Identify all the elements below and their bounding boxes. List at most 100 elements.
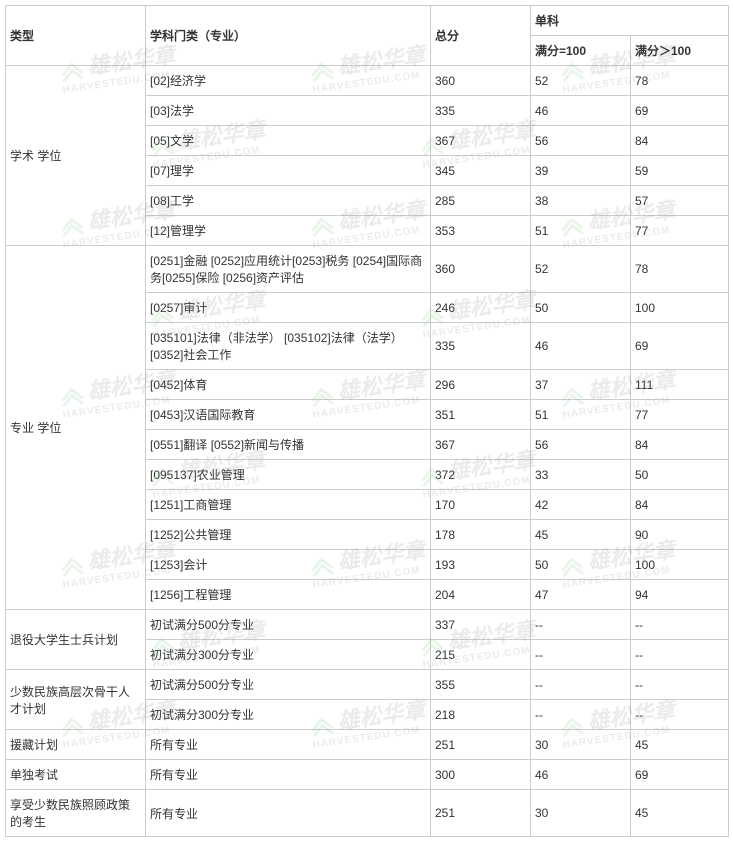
cell-score-gt100: --: [631, 640, 729, 670]
header-score-gt100: 满分＞100: [631, 36, 729, 66]
cell-score-eq100: 52: [531, 66, 631, 96]
header-total: 总分: [431, 6, 531, 66]
table-row: 专业 学位[0251]金融 [0252]应用统计[0253]税务 [0254]国…: [6, 246, 729, 293]
cell-score-eq100: 56: [531, 430, 631, 460]
cell-score-eq100: 46: [531, 760, 631, 790]
cell-score-gt100: 77: [631, 400, 729, 430]
cell-score-gt100: 59: [631, 156, 729, 186]
cell-total: 193: [431, 550, 531, 580]
header-row-1: 类型 学科门类（专业） 总分 单科: [6, 6, 729, 36]
cell-score-eq100: 46: [531, 323, 631, 370]
cell-score-eq100: 50: [531, 550, 631, 580]
cell-score-eq100: 50: [531, 293, 631, 323]
cell-total: 251: [431, 790, 531, 837]
table-row: 单独考试所有专业3004669: [6, 760, 729, 790]
cell-score-eq100: 42: [531, 490, 631, 520]
cell-subject: [1256]工程管理: [146, 580, 431, 610]
cell-subject: 所有专业: [146, 760, 431, 790]
table-row: 援藏计划所有专业2513045: [6, 730, 729, 760]
cell-subject: [0453]汉语国际教育: [146, 400, 431, 430]
cell-total: 204: [431, 580, 531, 610]
cell-total: 367: [431, 126, 531, 156]
cell-type: 援藏计划: [6, 730, 146, 760]
header-score-eq100: 满分=100: [531, 36, 631, 66]
cell-subject: 所有专业: [146, 790, 431, 837]
cell-subject: [0251]金融 [0252]应用统计[0253]税务 [0254]国际商务[0…: [146, 246, 431, 293]
cell-score-gt100: --: [631, 610, 729, 640]
cell-score-eq100: 51: [531, 216, 631, 246]
score-table: 类型 学科门类（专业） 总分 单科 满分=100 满分＞100 学术 学位[02…: [5, 5, 729, 837]
cell-total: 345: [431, 156, 531, 186]
cell-score-eq100: 30: [531, 790, 631, 837]
cell-total: 170: [431, 490, 531, 520]
header-type: 类型: [6, 6, 146, 66]
cell-total: 215: [431, 640, 531, 670]
cell-score-gt100: 45: [631, 790, 729, 837]
cell-subject: [0551]翻译 [0552]新闻与传播: [146, 430, 431, 460]
cell-total: 360: [431, 66, 531, 96]
cell-score-gt100: 111: [631, 370, 729, 400]
cell-total: 285: [431, 186, 531, 216]
cell-subject: [1251]工商管理: [146, 490, 431, 520]
cell-score-gt100: 77: [631, 216, 729, 246]
cell-subject: 初试满分500分专业: [146, 610, 431, 640]
cell-score-eq100: 37: [531, 370, 631, 400]
cell-score-eq100: --: [531, 670, 631, 700]
cell-subject: [0452]体育: [146, 370, 431, 400]
cell-total: 372: [431, 460, 531, 490]
table-body: 学术 学位[02]经济学3605278[03]法学3354669[05]文学36…: [6, 66, 729, 837]
cell-type: 享受少数民族照顾政策的考生: [6, 790, 146, 837]
cell-subject: 所有专业: [146, 730, 431, 760]
cell-score-gt100: 69: [631, 96, 729, 126]
cell-subject: [1253]会计: [146, 550, 431, 580]
cell-score-gt100: 69: [631, 323, 729, 370]
header-single: 单科: [531, 6, 729, 36]
cell-score-gt100: 57: [631, 186, 729, 216]
cell-total: 355: [431, 670, 531, 700]
cell-score-eq100: --: [531, 640, 631, 670]
cell-total: 335: [431, 96, 531, 126]
cell-score-gt100: --: [631, 700, 729, 730]
cell-total: 218: [431, 700, 531, 730]
cell-score-gt100: 90: [631, 520, 729, 550]
cell-score-eq100: 51: [531, 400, 631, 430]
cell-score-eq100: 46: [531, 96, 631, 126]
cell-type: 退役大学生士兵计划: [6, 610, 146, 670]
cell-subject: [095137]农业管理: [146, 460, 431, 490]
cell-total: 335: [431, 323, 531, 370]
table-row: 享受少数民族照顾政策的考生所有专业2513045: [6, 790, 729, 837]
cell-score-gt100: 78: [631, 246, 729, 293]
cell-total: 353: [431, 216, 531, 246]
cell-subject: [1252]公共管理: [146, 520, 431, 550]
table-row: 退役大学生士兵计划初试满分500分专业337----: [6, 610, 729, 640]
cell-score-gt100: 84: [631, 490, 729, 520]
cell-total: 360: [431, 246, 531, 293]
cell-subject: [0257]审计: [146, 293, 431, 323]
cell-score-eq100: 47: [531, 580, 631, 610]
cell-subject: 初试满分300分专业: [146, 640, 431, 670]
table-row: 少数民族高层次骨干人才计划初试满分500分专业355----: [6, 670, 729, 700]
cell-subject: [035101]法律（非法学） [035102]法律（法学）[0352]社会工作: [146, 323, 431, 370]
cell-subject: [07]理学: [146, 156, 431, 186]
header-subject: 学科门类（专业）: [146, 6, 431, 66]
cell-total: 296: [431, 370, 531, 400]
cell-score-gt100: --: [631, 670, 729, 700]
cell-score-gt100: 100: [631, 293, 729, 323]
cell-total: 367: [431, 430, 531, 460]
cell-subject: [03]法学: [146, 96, 431, 126]
cell-type: 少数民族高层次骨干人才计划: [6, 670, 146, 730]
cell-subject: 初试满分500分专业: [146, 670, 431, 700]
cell-score-eq100: 45: [531, 520, 631, 550]
cell-type: 单独考试: [6, 760, 146, 790]
cell-total: 351: [431, 400, 531, 430]
cell-score-gt100: 100: [631, 550, 729, 580]
cell-score-gt100: 78: [631, 66, 729, 96]
cell-score-gt100: 45: [631, 730, 729, 760]
cell-score-eq100: --: [531, 700, 631, 730]
cell-total: 300: [431, 760, 531, 790]
cell-subject: 初试满分300分专业: [146, 700, 431, 730]
cell-score-eq100: 30: [531, 730, 631, 760]
cell-score-eq100: 56: [531, 126, 631, 156]
cell-score-eq100: 33: [531, 460, 631, 490]
cell-type: 学术 学位: [6, 66, 146, 246]
